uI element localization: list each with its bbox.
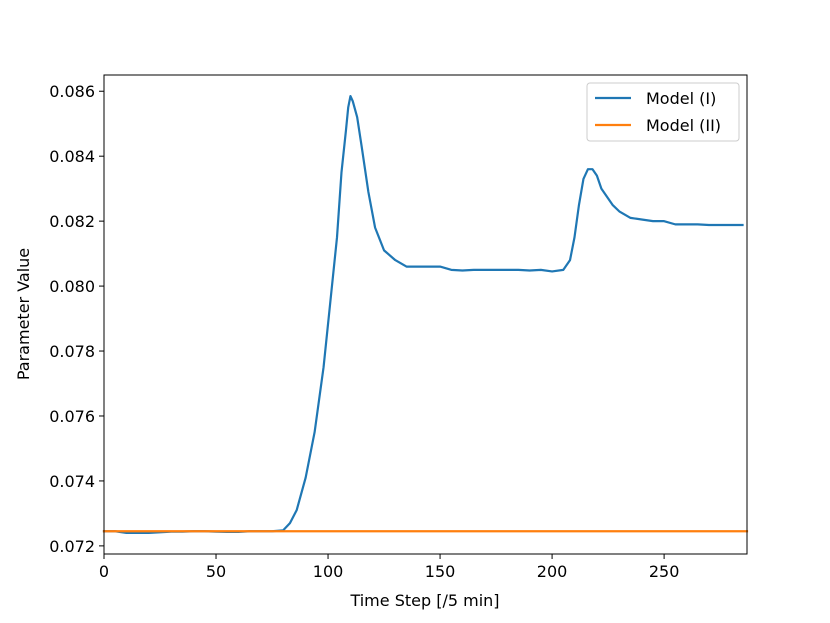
y-tick-label: 0.076: [49, 407, 95, 426]
y-tick-label: 0.082: [49, 212, 95, 231]
legend-label-model-ii: Model (II): [646, 116, 721, 135]
x-tick-label: 50: [206, 562, 226, 581]
y-tick-label: 0.078: [49, 342, 95, 361]
y-tick-label: 0.072: [49, 537, 95, 556]
x-tick-label: 100: [313, 562, 344, 581]
x-tick-label: 200: [537, 562, 568, 581]
y-tick-label: 0.080: [49, 277, 95, 296]
y-tick-label: 0.074: [49, 472, 95, 491]
y-tick-label: 0.084: [49, 147, 95, 166]
plot-area: [102, 74, 749, 555]
series-lines: [102, 95, 749, 534]
x-tick-label: 0: [99, 562, 109, 581]
legend: Model (I) Model (II): [586, 82, 740, 142]
x-axis: 0 50 100 150 200 250: [99, 554, 679, 581]
y-tick-label: 0.086: [49, 82, 95, 101]
legend-label-model-i: Model (I): [646, 89, 716, 108]
x-axis-title: Time Step [/5 min]: [349, 591, 499, 610]
x-tick-label: 250: [649, 562, 680, 581]
y-axis: 0.072 0.074 0.076 0.078 0.080 0.082 0.084 0.086: [49, 82, 104, 556]
x-tick-label: 150: [425, 562, 456, 581]
plot-frame: [103, 74, 748, 555]
plot-background: [104, 75, 747, 554]
y-axis-title: Parameter Value: [14, 248, 33, 380]
